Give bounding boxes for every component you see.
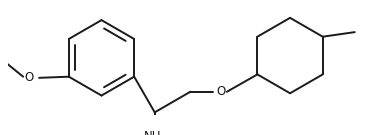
Text: O: O — [217, 85, 226, 98]
Text: O: O — [24, 71, 33, 84]
Text: NH₂: NH₂ — [144, 130, 166, 135]
